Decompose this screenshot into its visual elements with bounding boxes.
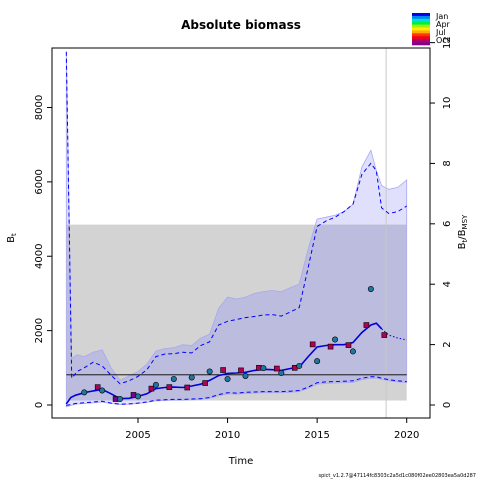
observation-point [220, 367, 226, 373]
y-axis-left-label-sub: t [10, 233, 18, 236]
observation-point [206, 368, 213, 375]
legend-color-segment [412, 42, 430, 46]
biomass-forecast-line [381, 328, 407, 341]
y-axis-right-label: Bt/BMSY [457, 214, 469, 249]
legend-color-segment [412, 39, 430, 43]
legend-label: Oct [436, 36, 450, 45]
observation-point [278, 370, 285, 377]
observation-point [367, 285, 374, 292]
observation-point [345, 342, 352, 348]
y-right-tick-label: 12 [442, 36, 453, 49]
y-right-tick-label: 6 [442, 221, 453, 227]
y-left-tick-label: 6000 [34, 169, 45, 194]
legend-label: Apr [436, 20, 451, 29]
x-axis-label: Time [228, 456, 253, 467]
observation-point [99, 387, 106, 394]
y-axis-left-label-main: B [6, 236, 17, 243]
y-right-tick-label: 8 [442, 160, 453, 166]
observation-point [274, 365, 280, 372]
legend-color-segment [412, 24, 430, 28]
y-axis-right-label-sub2: MSY [461, 214, 469, 229]
plot-area [65, 48, 408, 418]
plot-clipped-group [65, 48, 408, 418]
y-right-tick-label: 4 [442, 281, 453, 287]
legend-color-segment [412, 15, 430, 20]
biomass-estimate-line [65, 322, 383, 405]
y-axis-left-label: Bt [6, 233, 18, 243]
x-tick-label: 2005 [125, 430, 150, 441]
observation-point [148, 385, 155, 392]
legend-color-segment [412, 33, 430, 37]
y-right-tick-label: 2 [442, 341, 453, 347]
y-left-tick-label: 8000 [34, 95, 45, 120]
y-axis-right-label-sub1: t [461, 239, 469, 242]
observation-point [381, 332, 388, 338]
observation-point [242, 372, 249, 379]
observation-point [94, 384, 101, 390]
legend-color-segment [412, 27, 430, 31]
observation-point [314, 358, 321, 365]
y-right-tick-label: 0 [442, 402, 453, 408]
y-axis-right-label-slash: /B [457, 229, 468, 239]
observation-point [152, 381, 159, 388]
observation-point [134, 393, 141, 400]
observation-point [332, 336, 339, 343]
observation-point [202, 380, 208, 386]
observation-point [327, 343, 334, 350]
version-footer: spict_v1.2.7@47114fc8303c2a5d1c080f02ee0… [319, 473, 477, 479]
legend-color-segment [412, 36, 430, 40]
observation-point [296, 362, 303, 369]
observation-point [188, 374, 195, 381]
legend-color-segment [412, 13, 430, 17]
x-tick-label: 2015 [304, 430, 329, 441]
observation-point [81, 389, 88, 396]
x-tick-label: 2010 [215, 430, 240, 441]
legend-label: Jan [435, 12, 448, 21]
legend-color-segment [412, 18, 430, 23]
ci-upper-line [65, 51, 407, 385]
y-axis-right-label-main: B [457, 242, 468, 249]
observation-point [309, 341, 316, 348]
legend-label: Jul [435, 28, 446, 37]
chart-title: Absolute biomass [181, 18, 301, 32]
x-axis: 2005 2010 2015 2020 [125, 418, 419, 441]
observation-point [238, 367, 244, 374]
observation-point [349, 348, 356, 355]
legend-color-segment [412, 30, 430, 34]
plot-frame [51, 47, 431, 419]
x-tick-label: 2020 [394, 430, 419, 441]
observation-point [363, 322, 370, 328]
y-left-tick-label: 2000 [34, 318, 45, 343]
y-right-tick-label: 10 [442, 97, 453, 110]
y-left-tick-label: 4000 [34, 244, 45, 269]
observation-point [170, 375, 177, 382]
y-left-tick-label: 0 [34, 402, 45, 408]
observation-point [224, 375, 231, 382]
y-axis-right: 0 2 4 6 8 10 12 [430, 36, 453, 408]
observation-point [184, 384, 191, 391]
y-axis-left: 0 2000 4000 6000 8000 [34, 95, 52, 408]
observation-point [166, 384, 173, 390]
ci-lower-line [66, 376, 407, 406]
observation-point [260, 365, 267, 372]
band-reference-overlap [66, 224, 407, 401]
legend-color-segment [412, 21, 430, 25]
observation-point [117, 396, 124, 403]
